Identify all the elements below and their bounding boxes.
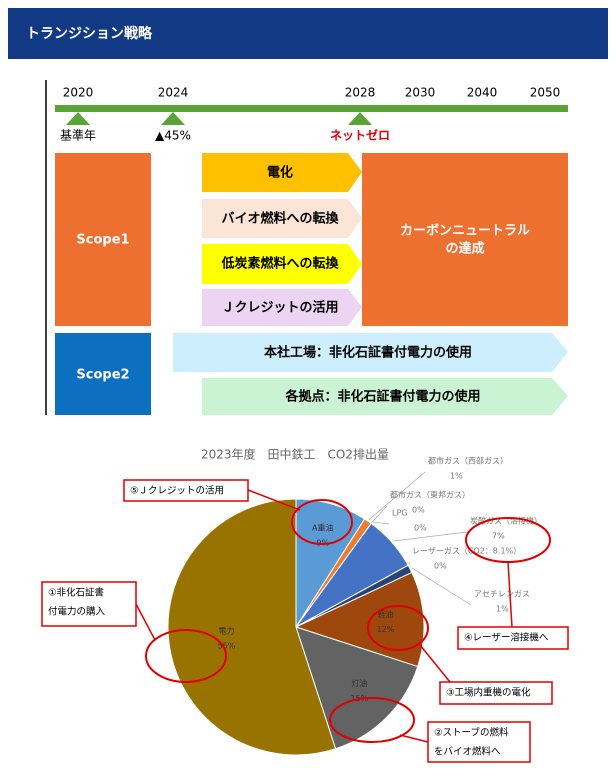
leader-line — [372, 521, 390, 525]
scope-label: Scope1 — [76, 233, 129, 248]
pie-slice — [294, 571, 425, 668]
year-label: 2020 — [63, 86, 94, 100]
slice-value: 1% — [496, 605, 509, 614]
callout-text: ④レーザー溶接機へ — [464, 632, 549, 644]
goal-label: の達成 — [445, 241, 484, 257]
callout-box — [457, 626, 569, 650]
measure-arrow — [202, 199, 362, 238]
leader-line — [411, 567, 472, 606]
slice-label: 灯油 — [351, 678, 367, 688]
highlight-ellipse — [367, 605, 429, 651]
callout-line — [135, 603, 156, 641]
measure-label: 各拠点：非化石証書付電力の使用 — [284, 389, 480, 405]
slice-label: 都市ガス（西部ガス） — [428, 456, 508, 466]
pie-slice — [295, 626, 419, 750]
callout-text: ③工場内重機の電化 — [446, 687, 531, 699]
callout-line — [399, 734, 429, 743]
year-label: 2028 — [345, 86, 376, 100]
slice-label: A重油 — [312, 522, 333, 532]
callout-text: ①非化石証書 — [48, 587, 104, 599]
milestone: ネットゼロ — [330, 128, 390, 143]
scope1-box — [55, 153, 151, 326]
pie-slice — [167, 498, 337, 756]
highlight-ellipse — [145, 629, 227, 683]
callout-box — [41, 581, 137, 627]
slice-label: アセチレンガス — [474, 589, 530, 599]
milestone: ▲45% — [155, 129, 191, 143]
measure-arrow — [202, 244, 362, 284]
measure-label: 本社工場：非化石証書付電力の使用 — [264, 345, 472, 361]
slice-value: 7% — [492, 532, 505, 541]
measure-label: Ｊクレジットの活用 — [221, 300, 338, 316]
callout-text: ⑤Ｊクレジットの活用 — [130, 485, 224, 497]
leader-line — [408, 561, 411, 565]
slice-value: 0% — [434, 562, 447, 571]
callout-text: をバイオ燃料へ — [434, 746, 501, 758]
callout-line — [419, 644, 451, 683]
measure-label: 低炭素燃料への転換 — [220, 256, 339, 272]
goal-box — [362, 153, 568, 326]
slice-value: 0% — [412, 506, 425, 515]
slice-label: 軽油 — [377, 609, 393, 619]
measure-arrow — [202, 378, 568, 415]
slice-value: 9% — [316, 538, 329, 547]
slice-value: 0% — [414, 524, 427, 533]
slice-label: 都市ガス（東邦ガス） — [390, 490, 470, 500]
callout-line — [507, 561, 513, 628]
chart-title: 2023年度 田中鉄工 CO2排出量 — [201, 447, 389, 462]
scope2-box — [55, 333, 151, 415]
measure-label: バイオ燃料への転換 — [221, 211, 339, 227]
slice-label: レーザーガス（CO2：8.1%） — [412, 546, 521, 556]
measure-label: 電化 — [267, 165, 293, 181]
callout-text: ②ストーブの燃料 — [434, 727, 509, 739]
timeline-markers — [66, 112, 372, 125]
year-label: 2040 — [467, 86, 498, 100]
year-label: 2030 — [405, 86, 436, 100]
callout-box — [439, 681, 553, 705]
highlight-ellipse — [291, 499, 353, 545]
slice-label: LPG — [392, 509, 407, 518]
measure-arrow — [202, 289, 362, 326]
year-label: 2050 — [530, 86, 561, 100]
callout-line — [247, 489, 301, 511]
header-title: トランジション戦略 — [26, 25, 153, 42]
slice-label: 電力 — [218, 626, 234, 636]
leader-line — [368, 471, 426, 520]
slice-label: 炭酸ガス（溶接機） — [470, 516, 542, 526]
slice-value: 12% — [377, 625, 395, 634]
milestone: 基準年 — [60, 128, 96, 143]
leader-line — [393, 531, 468, 542]
measure-arrow — [173, 333, 568, 372]
goal-label: カーボンニュートラル — [400, 223, 530, 239]
callout-text: 付電力の購入 — [48, 606, 106, 618]
measure-arrow — [202, 153, 362, 192]
highlight-ellipse — [329, 697, 415, 743]
scope-label: Scope2 — [76, 368, 129, 383]
slice-value: 1% — [450, 472, 463, 481]
callout-box — [123, 479, 249, 502]
timeline-bar — [55, 105, 568, 112]
year-label: 2024 — [158, 86, 189, 100]
header-bar — [8, 8, 608, 59]
slice-value: 55% — [218, 642, 236, 651]
callout-box — [427, 721, 531, 763]
leader-line — [372, 505, 388, 523]
